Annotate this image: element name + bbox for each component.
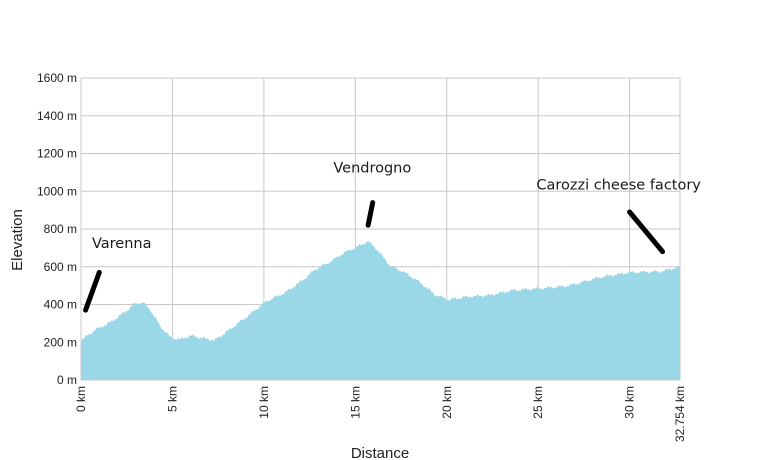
y-tick-label: 200 m	[44, 335, 77, 349]
x-tick-label: 32.754 km	[673, 386, 687, 442]
annotation-pointer	[83, 269, 102, 313]
annotation-pointer	[627, 209, 666, 255]
annotation-label: Carozzi cheese factory	[536, 177, 701, 193]
y-tick-label: 400 m	[44, 298, 77, 312]
x-axis-title: Distance	[351, 445, 409, 460]
y-tick-label: 600 m	[44, 260, 77, 274]
y-tick-label: 1600 m	[37, 71, 77, 85]
y-tick-label: 800 m	[44, 222, 77, 236]
elevation-area	[81, 241, 680, 380]
x-axis-ticks: 0 km 5 km 10 km 15 km 20 km 25 km 30 km 32.754 …	[74, 386, 687, 442]
x-tick-label: 20 km	[440, 386, 454, 419]
x-tick-label: 0 km	[74, 386, 88, 412]
x-tick-label: 30 km	[623, 386, 637, 419]
annotation-pointer	[365, 200, 376, 228]
annotation-label: Varenna	[92, 236, 152, 252]
annotation-label: Vendrogno	[333, 160, 411, 176]
y-tick-label: 0 m	[57, 373, 77, 387]
x-tick-label: 25 km	[531, 386, 545, 419]
annotations: Varenna Vendrogno Carozzi cheese factory	[83, 160, 701, 313]
x-tick-label: 15 km	[348, 386, 362, 419]
x-tick-label: 10 km	[257, 386, 271, 419]
y-tick-label: 1200 m	[37, 147, 77, 161]
y-axis-title: Elevation	[9, 209, 26, 271]
x-tick-label: 5 km	[165, 386, 179, 412]
y-tick-label: 1400 m	[37, 109, 77, 123]
y-axis-ticks: 0 m 200 m 400 m 600 m 800 m 1000 m 1200 m 1400 …	[37, 71, 77, 387]
y-tick-label: 1000 m	[37, 184, 77, 198]
